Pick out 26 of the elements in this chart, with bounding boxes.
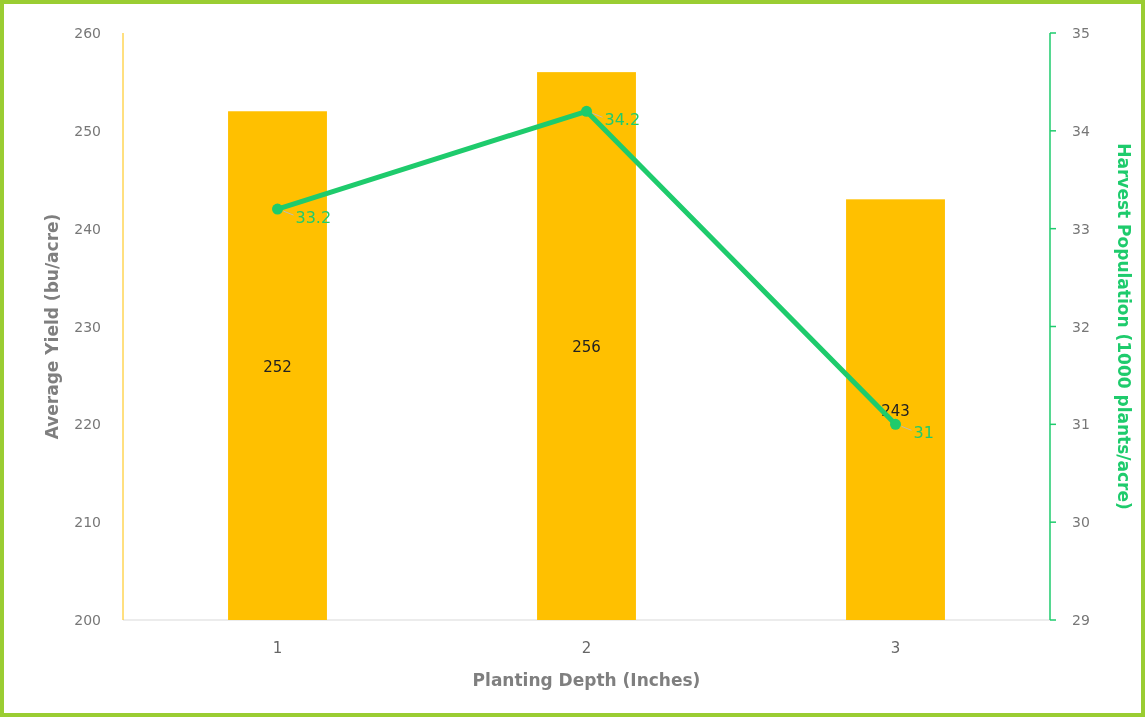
y2-tick-label: 29 — [1072, 612, 1090, 628]
y-tick-label: 210 — [74, 514, 101, 531]
data-label: 256 — [572, 338, 601, 357]
point — [581, 105, 592, 117]
y-tick-label: 200 — [74, 612, 101, 628]
x-tick-label: 2 — [581, 639, 592, 657]
x-tick-label: 1 — [272, 639, 283, 657]
x-tick-label: 3 — [890, 639, 901, 657]
point — [890, 418, 901, 430]
y2-axis-title: Harvest Population (1000 plants/acre) — [1114, 143, 1134, 510]
y-tick-label: 250 — [74, 122, 101, 139]
y2-tick-label: 34 — [1072, 122, 1090, 139]
y-tick-label: 260 — [74, 25, 101, 41]
y-tick-label: 230 — [74, 318, 101, 335]
y2-tick-label: 32 — [1072, 318, 1090, 335]
y2-tick-label: 31 — [1072, 416, 1090, 433]
y2-tick-label: 33 — [1072, 220, 1090, 237]
y-axis-title: Average Yield (bu/acre) — [42, 213, 62, 440]
x-axis-title: Planting Depth (Inches) — [472, 670, 701, 690]
data-label: 252 — [263, 357, 292, 376]
y2-tick-label: 35 — [1072, 25, 1090, 41]
data-label: 31 — [913, 423, 934, 443]
y2-tick-label: 30 — [1072, 514, 1090, 531]
point — [272, 203, 283, 215]
y-tick-label: 220 — [74, 416, 101, 433]
y-tick-label: 240 — [74, 220, 101, 237]
